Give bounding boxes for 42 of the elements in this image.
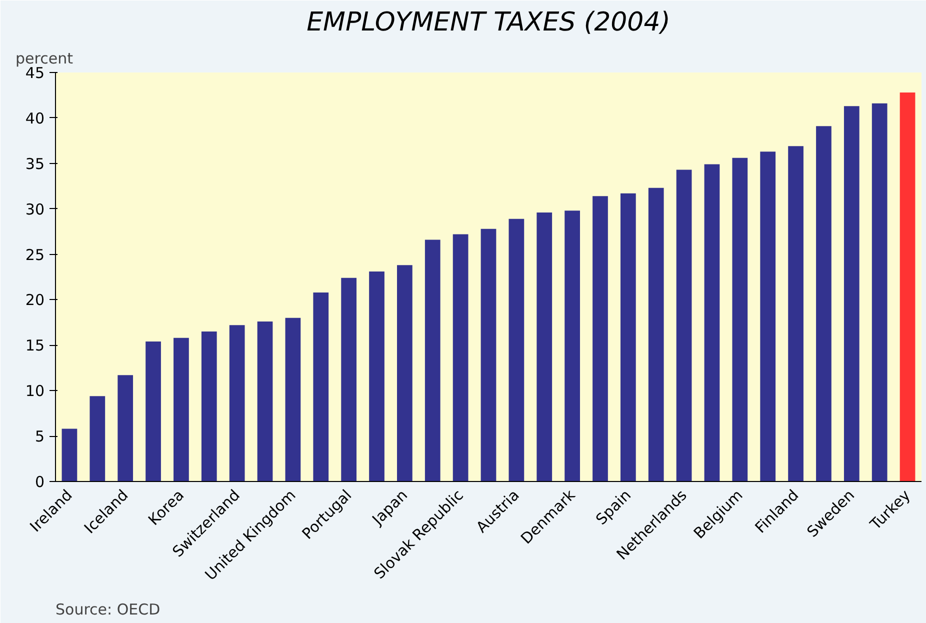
bar: [341, 278, 357, 482]
y-tick-label: 20: [25, 291, 45, 310]
bar: [732, 158, 748, 482]
bar: [564, 210, 580, 482]
bar: [201, 332, 217, 482]
chart-title: EMPLOYMENT TAXES (2004): [306, 8, 670, 38]
bar: [229, 325, 245, 482]
bar: [90, 396, 106, 482]
bar: [536, 212, 552, 482]
bar: [313, 292, 329, 482]
bar: [285, 318, 301, 482]
bar: [676, 170, 692, 482]
bar: [648, 188, 664, 482]
bar: [816, 126, 832, 482]
bar: [397, 265, 412, 482]
y-tick-label: 40: [25, 109, 45, 128]
bar: [257, 322, 273, 482]
bar: [480, 228, 496, 482]
source-note: Source: OECD: [56, 600, 160, 618]
bar: [620, 193, 636, 482]
y-tick-label: 35: [25, 154, 45, 173]
y-tick-label: 30: [25, 200, 45, 218]
y-tick-label: 10: [25, 382, 45, 400]
bar: [760, 152, 776, 482]
y-tick-label: 5: [34, 428, 45, 446]
bar: [174, 338, 189, 482]
y-tick-label: 25: [25, 246, 45, 264]
bar: [62, 428, 78, 482]
bar: [452, 234, 468, 482]
bar: [900, 92, 916, 482]
y-tick-label: 0: [34, 473, 45, 491]
bar: [592, 196, 608, 482]
bar: [146, 342, 161, 482]
bar: [369, 272, 384, 482]
y-tick-label: 15: [25, 336, 45, 355]
bar: [424, 240, 440, 482]
bar: [788, 146, 804, 482]
bar: [704, 164, 720, 482]
bar: [118, 375, 134, 482]
bar: [872, 103, 888, 482]
bar: [508, 218, 524, 482]
bar: [844, 106, 860, 482]
